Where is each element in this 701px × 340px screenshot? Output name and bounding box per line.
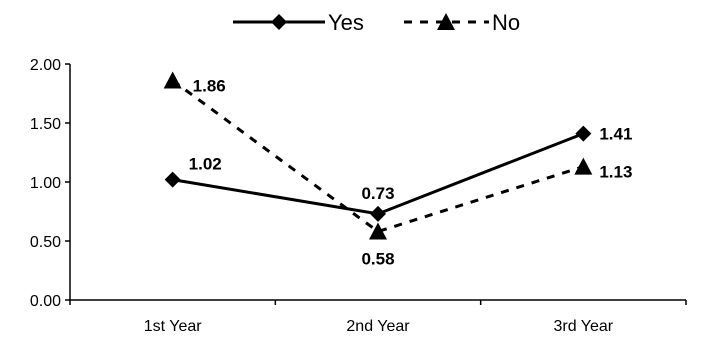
legend-item-yes: Yes <box>233 10 364 35</box>
x-tick-label: 1st Year <box>144 318 203 335</box>
data-point-no <box>163 71 182 89</box>
data-label-yes: 0.73 <box>361 184 394 203</box>
legend-label-no: No <box>492 10 520 35</box>
x-tick-label: 2nd Year <box>346 318 410 335</box>
y-tick-label: 2.00 <box>30 57 61 74</box>
y-tick-label: 0.50 <box>30 234 61 251</box>
legend-marker-yes <box>271 14 287 30</box>
data-point-yes <box>370 205 386 222</box>
data-label-no: 1.86 <box>193 77 226 96</box>
data-point-yes <box>164 171 181 188</box>
y-tick-label: 0.00 <box>30 293 61 310</box>
data-point-no <box>369 222 387 240</box>
plot-area: 1.02 0.73 1.41 1.86 0.58 1.13 <box>163 71 632 269</box>
data-point-no <box>574 157 593 175</box>
x-axis-ticks: 1st Year 2nd Year 3rd Year <box>69 300 687 335</box>
data-label-no: 0.58 <box>361 250 394 269</box>
y-axis: 0.00 0.50 1.00 1.50 2.00 <box>30 57 71 310</box>
data-point-yes <box>575 125 592 142</box>
y-tick-label: 1.50 <box>30 116 61 133</box>
y-axis-ticks: 0.00 0.50 1.00 1.50 2.00 <box>30 57 70 310</box>
y-tick-label: 1.00 <box>30 175 61 192</box>
legend-label-yes: Yes <box>328 10 364 35</box>
legend-marker-no <box>437 13 455 30</box>
x-tick-label: 3rd Year <box>554 318 614 335</box>
legend-item-no: No <box>404 10 520 35</box>
series-line-no <box>171 79 584 234</box>
data-label-yes: 1.41 <box>599 125 632 144</box>
data-label-no: 1.13 <box>599 163 632 182</box>
data-label-yes: 1.02 <box>189 155 222 174</box>
legend: Yes No <box>233 10 520 35</box>
x-axis: 1st Year 2nd Year 3rd Year <box>69 299 687 335</box>
